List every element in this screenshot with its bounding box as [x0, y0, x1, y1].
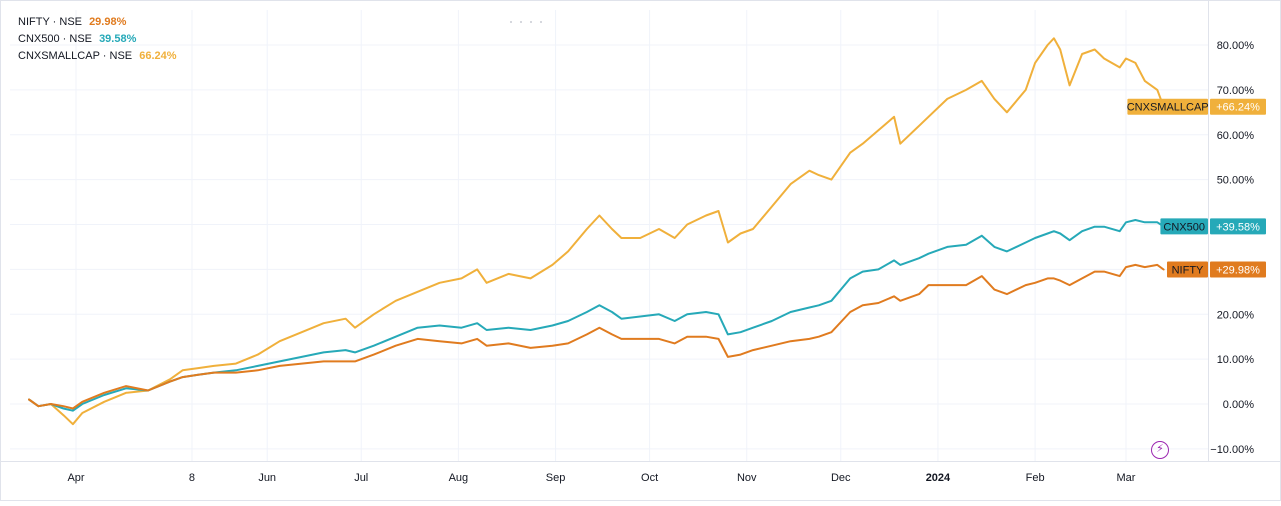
y-tick-label: 70.00%: [1217, 85, 1255, 97]
series-line-nifty: [28, 263, 1165, 410]
x-tick-label: Nov: [737, 472, 757, 484]
y-tick-label: 10.00%: [1217, 354, 1255, 366]
y-tick-label: −10.00%: [1210, 444, 1254, 456]
legend-symbol: CNXSMALLCAP: [18, 50, 100, 62]
x-tick-label: Mar: [1117, 472, 1136, 484]
x-tick-label: Sep: [546, 472, 566, 484]
legend-symbol: CNX500: [18, 33, 60, 45]
legend-value: 66.24%: [139, 50, 177, 62]
legend-value: 29.98%: [89, 16, 127, 28]
lightning-icon[interactable]: ⚡: [1151, 441, 1169, 459]
series-end-label-bg: [1160, 218, 1208, 235]
series-end-label: CNXSMALLCAP: [1127, 102, 1209, 114]
x-tick-label: Apr: [67, 472, 84, 484]
series-end-value-bg: [1210, 218, 1266, 235]
x-tick-label: Aug: [449, 472, 469, 484]
legend-row-cnx500[interactable]: CNX500 · NSE 39.58%: [18, 33, 137, 45]
series-end-label-bg: [1167, 261, 1208, 278]
legend-row-cnxsmallcap[interactable]: CNXSMALLCAP · NSE 66.24%: [18, 50, 177, 62]
x-tick-label: Feb: [1026, 472, 1045, 484]
x-tick-label: 2024: [926, 472, 951, 484]
y-tick-label: 80.00%: [1217, 40, 1255, 52]
y-tick-label: 20.00%: [1217, 309, 1255, 321]
legend-symbol: NIFTY: [18, 16, 50, 28]
series-line-cnx500: [28, 219, 1165, 412]
y-tick-label: 50.00%: [1217, 175, 1255, 187]
x-tick-label: Jul: [354, 472, 368, 484]
x-tick-label: Jun: [258, 472, 276, 484]
series-end-value-bg: [1210, 261, 1266, 278]
legend-value: 39.58%: [99, 33, 137, 45]
y-tick-label: 60.00%: [1217, 130, 1255, 142]
pane-drag-handle[interactable]: [510, 10, 552, 23]
series-end-value: +29.98%: [1216, 264, 1260, 276]
series-end-label-bg: [1127, 98, 1208, 115]
legend-exchange: NSE: [69, 33, 92, 45]
x-tick-label: Dec: [831, 472, 851, 484]
legend-row-nifty[interactable]: NIFTY · NSE 29.98%: [18, 16, 127, 28]
chart-legend: NIFTY · NSE 29.98% CNX500 · NSE 39.58% C…: [18, 14, 177, 65]
x-tick-label: Oct: [641, 472, 658, 484]
legend-exchange: NSE: [59, 16, 82, 28]
series-end-value: +66.24%: [1216, 102, 1260, 114]
series-end-value-bg: [1210, 98, 1266, 115]
series-end-value: +39.58%: [1216, 221, 1260, 233]
legend-exchange: NSE: [109, 50, 133, 62]
series-end-label: CNX500: [1163, 221, 1205, 233]
y-tick-label: 0.00%: [1223, 399, 1254, 411]
series-end-label: NIFTY: [1172, 264, 1204, 276]
series-line-cnxsmallcap: [28, 37, 1165, 426]
x-tick-label: 8: [189, 472, 195, 484]
